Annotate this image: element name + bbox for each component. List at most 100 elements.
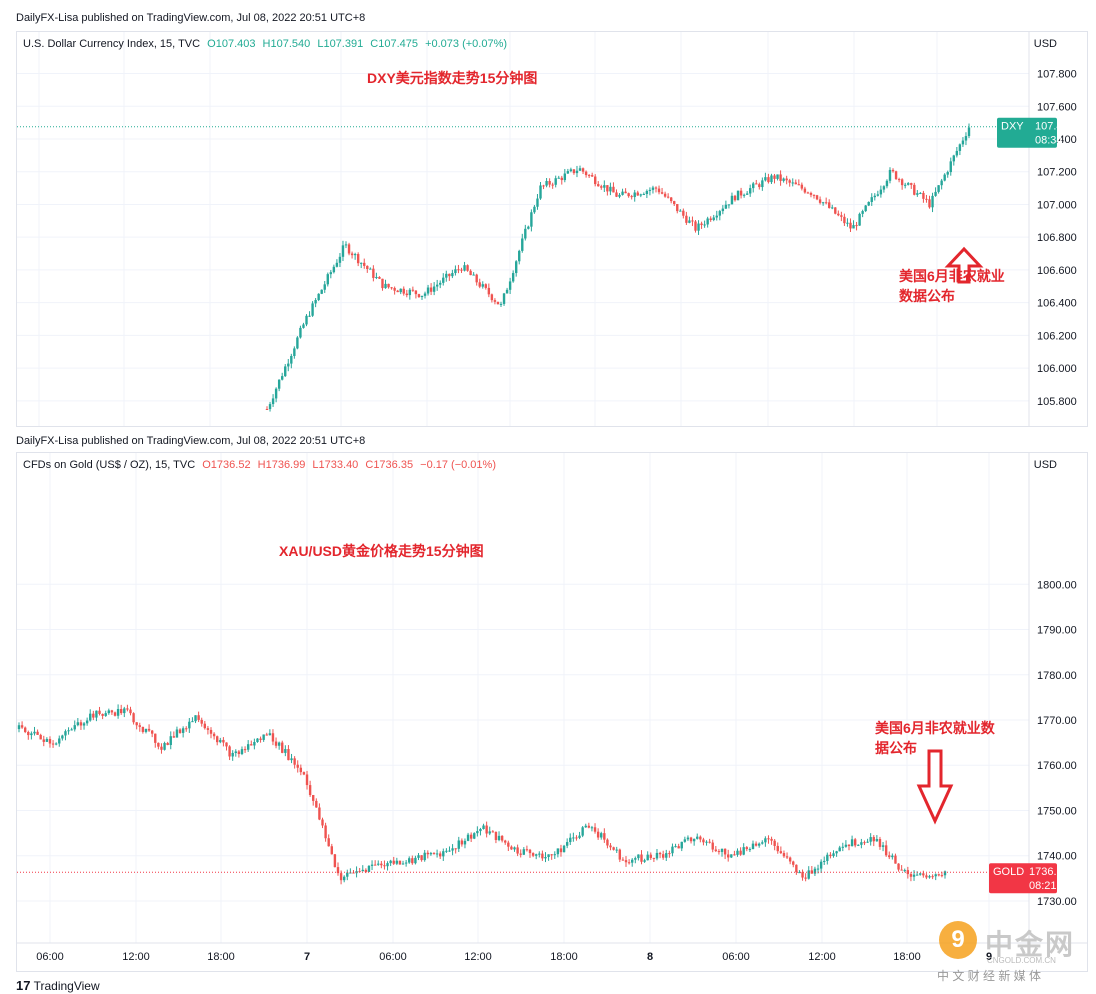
candle-body <box>943 871 947 876</box>
candle-body <box>806 192 810 194</box>
candle-body <box>596 831 600 838</box>
candle-body <box>435 284 439 287</box>
candle-body <box>876 194 880 196</box>
tradingview-logo[interactable]: 17 TradingView <box>16 978 100 993</box>
candle-body <box>339 873 343 881</box>
candle-body <box>891 169 895 172</box>
candle-body <box>858 213 861 226</box>
candle-body <box>274 388 278 399</box>
candle-body <box>671 846 674 854</box>
candle-body <box>126 708 129 710</box>
candle-body <box>624 860 628 863</box>
candle-body <box>745 193 749 195</box>
candle-body <box>919 192 922 194</box>
candle-body <box>569 169 573 172</box>
gold-annotation-line2: 据公布 <box>875 740 917 756</box>
y-tick-label: 106.200 <box>1037 330 1077 342</box>
candle-body <box>507 842 510 847</box>
candle-body <box>524 228 527 239</box>
candle-body <box>494 831 498 841</box>
candle-body <box>795 864 798 873</box>
candle-body <box>516 847 519 854</box>
candle-body <box>392 860 395 864</box>
candle-body <box>834 207 837 214</box>
candle-body <box>445 273 448 278</box>
candle-body <box>178 729 182 733</box>
candle-body <box>466 834 470 841</box>
candle-body <box>770 175 773 183</box>
candle-body <box>560 177 563 181</box>
tradingview-logo-icon: 17 <box>16 978 31 993</box>
candle-body <box>600 186 603 188</box>
candle-body <box>779 851 783 854</box>
candle-body <box>482 825 485 829</box>
candle-body <box>863 842 866 844</box>
gold-chart-svg[interactable]: 1730.00 1740.00 1750.00 1760.00 1770.00 1780.… <box>17 453 1087 971</box>
publisher-line-bottom: DailyFX-Lisa published on TradingView.co… <box>16 435 366 447</box>
candle-body <box>33 731 36 734</box>
candle-body <box>522 849 526 855</box>
candle-body <box>499 303 503 305</box>
candle-body <box>967 127 971 137</box>
gold-chart-panel[interactable]: 1730.00 1740.00 1750.00 1760.00 1770.00 1780.… <box>16 452 1088 972</box>
candle-body <box>414 857 417 864</box>
candle-body <box>824 202 828 204</box>
candle-body <box>463 265 466 271</box>
candle-body <box>826 854 829 861</box>
candle-body <box>888 855 891 858</box>
candle-body <box>597 184 600 187</box>
candle-body <box>138 725 141 727</box>
watermark-main: 中金网 <box>985 929 1076 960</box>
candle-body <box>110 710 114 713</box>
candle-body <box>578 168 582 171</box>
candle-body <box>429 853 433 855</box>
candle-body <box>711 842 714 850</box>
candle-body <box>634 858 637 860</box>
candle-body <box>837 213 840 216</box>
candle-body <box>380 863 383 866</box>
candle-body <box>287 749 290 761</box>
candle-body <box>280 376 284 380</box>
x-tick-label: 06:00 <box>36 951 64 963</box>
candle-body <box>847 844 851 847</box>
candle-body <box>396 290 399 293</box>
candle-body <box>519 853 522 855</box>
candle-body <box>511 273 515 282</box>
candle-body <box>764 838 767 843</box>
watermark-cn: 中 文 财 经 新 媒 体 <box>937 969 1042 983</box>
candle-body <box>545 180 548 186</box>
candle-body <box>363 262 366 266</box>
dxy-chart-panel[interactable]: 105.800 106.000 106.200 106.400 106.600 106.8… <box>16 31 1088 427</box>
candle-body <box>791 182 794 184</box>
candle-body <box>479 828 482 832</box>
candle-body <box>925 198 928 200</box>
x-tick-label: 06:00 <box>379 951 407 963</box>
candle-body <box>770 838 773 841</box>
candle-body <box>694 221 697 231</box>
candle-body <box>584 825 587 828</box>
candle-body <box>539 185 542 199</box>
y-tick-label: 107.000 <box>1037 199 1077 211</box>
candle-body <box>107 710 111 714</box>
candle-body <box>366 265 369 269</box>
dxy-symbol: U.S. Dollar Currency Index, 15, TVC <box>23 38 201 50</box>
candle-body <box>48 738 52 744</box>
candle-body <box>640 854 643 862</box>
candle-body <box>491 831 495 833</box>
candle-body <box>547 854 550 858</box>
candle-body <box>157 742 160 747</box>
candle-body <box>341 245 345 257</box>
candle-body <box>311 303 314 316</box>
candle-body <box>395 860 399 864</box>
candle-body <box>408 858 411 863</box>
candle-body <box>792 861 795 865</box>
candle-body <box>454 848 457 850</box>
candle-body <box>17 725 21 730</box>
candle-body <box>677 846 680 849</box>
gold-tag-price: 1736.35 <box>1029 866 1069 878</box>
gold-currency-label: USD <box>1033 459 1057 471</box>
candle-body <box>615 192 618 197</box>
candle-body <box>739 850 742 855</box>
candle-body <box>702 839 705 843</box>
dxy-chart-svg[interactable]: 105.800 106.000 106.200 106.400 106.600 106.8… <box>17 32 1087 426</box>
